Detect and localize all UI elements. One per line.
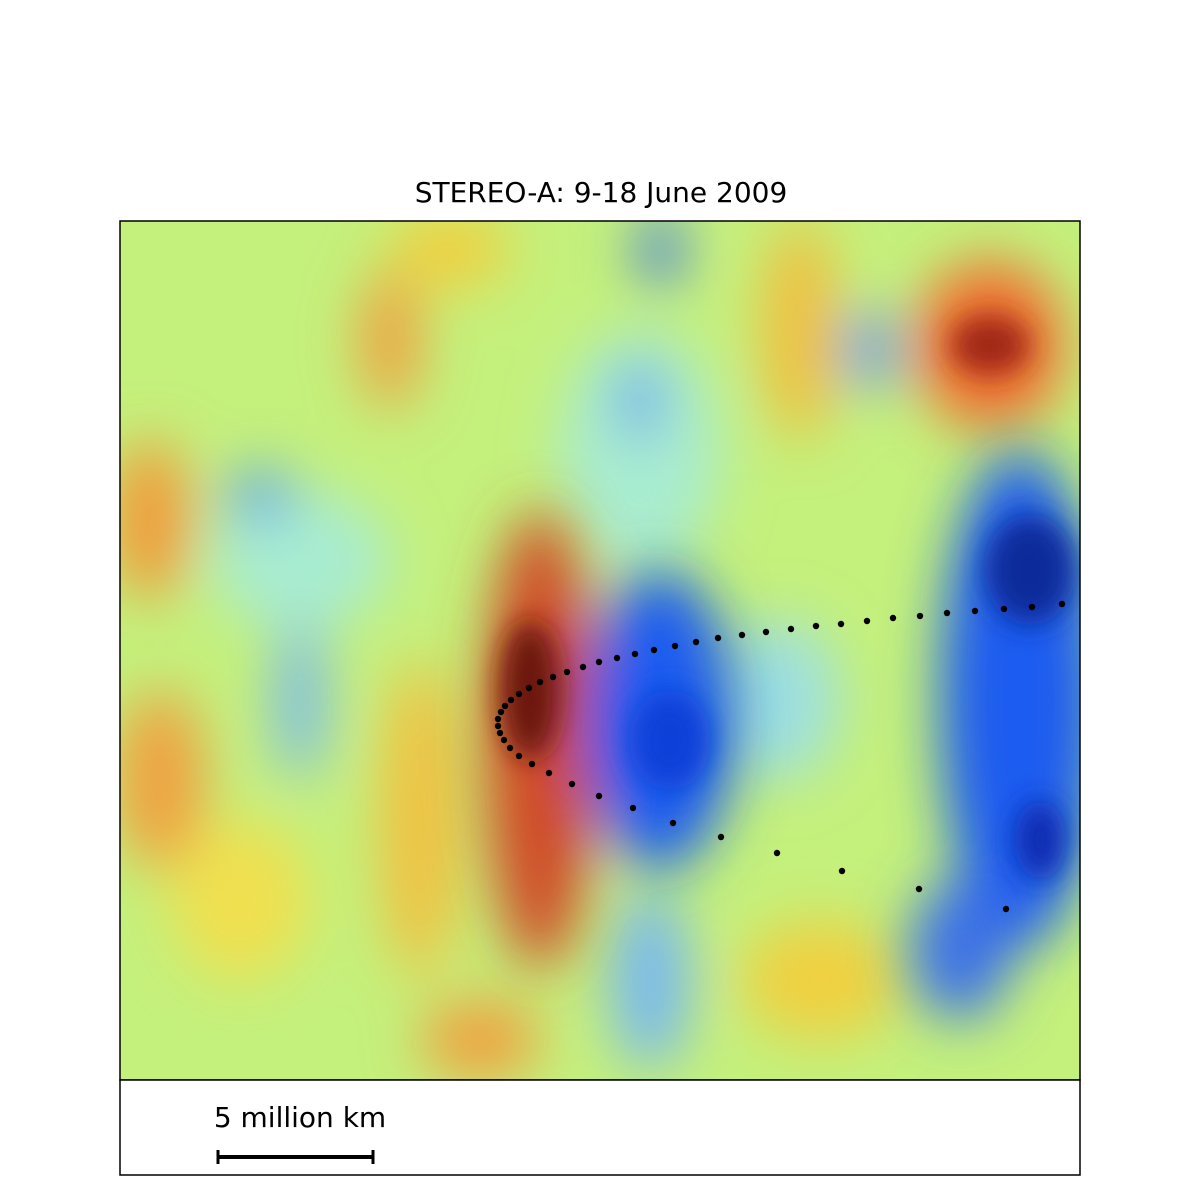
trajectory-dot — [528, 760, 536, 768]
trajectory-dot — [568, 780, 576, 788]
trajectory-dot — [773, 849, 781, 857]
trajectory-dot — [1058, 600, 1066, 608]
trajectory-dot — [669, 819, 677, 827]
trajectory-dot — [916, 612, 924, 620]
trajectory-dot — [714, 634, 722, 642]
trajectory-dot — [1000, 605, 1008, 613]
trajectory-dot — [863, 617, 871, 625]
trajectory-dot — [507, 696, 515, 704]
trajectory-dot — [506, 744, 514, 752]
trajectory-dot — [717, 833, 725, 841]
trajectory-dot — [1002, 905, 1010, 913]
trajectory-dot — [501, 702, 509, 710]
trajectory-dot — [971, 607, 979, 615]
trajectory-dot — [629, 804, 637, 812]
scale-panel — [119, 1079, 1081, 1176]
trajectory-dot — [812, 622, 820, 630]
trajectory-dot — [497, 708, 505, 716]
trajectory-dot — [915, 885, 923, 893]
trajectory-dot — [515, 752, 523, 760]
trajectory-dot — [494, 715, 502, 723]
trajectory-dot — [838, 867, 846, 875]
trajectory-dots — [494, 600, 1066, 913]
trajectory-dot — [515, 690, 523, 698]
trajectory-dot — [545, 769, 553, 777]
trajectory-dot — [494, 722, 502, 730]
trajectory-dot — [787, 625, 795, 633]
trajectory-dot — [525, 684, 533, 692]
trajectory-dot — [579, 663, 587, 671]
trajectory-dot — [563, 668, 571, 676]
trajectory-dot — [671, 642, 679, 650]
trajectory-dot — [762, 628, 770, 636]
trajectory-dot — [595, 792, 603, 800]
trajectory-dot — [837, 620, 845, 628]
trajectory-dot — [595, 658, 603, 666]
scale-bar — [216, 1150, 375, 1164]
trajectory-dot — [943, 609, 951, 617]
trajectory-dot — [889, 614, 897, 622]
trajectory-dot — [496, 729, 504, 737]
trajectory-dot — [613, 654, 621, 662]
trajectory-dot — [1028, 603, 1036, 611]
trajectory-dot — [650, 646, 658, 654]
intensity-map — [120, 221, 1080, 1080]
trajectory-dot — [631, 650, 639, 658]
trajectory-dot — [692, 638, 700, 646]
title: STEREO-A: 9-18 June 2009 — [415, 176, 788, 209]
trajectory-dot — [549, 673, 557, 681]
trajectory-dot — [536, 678, 544, 686]
trajectory-dot — [738, 631, 746, 639]
scale-bar-label: 5 million km — [214, 1101, 386, 1134]
trajectory-dot — [500, 736, 508, 744]
